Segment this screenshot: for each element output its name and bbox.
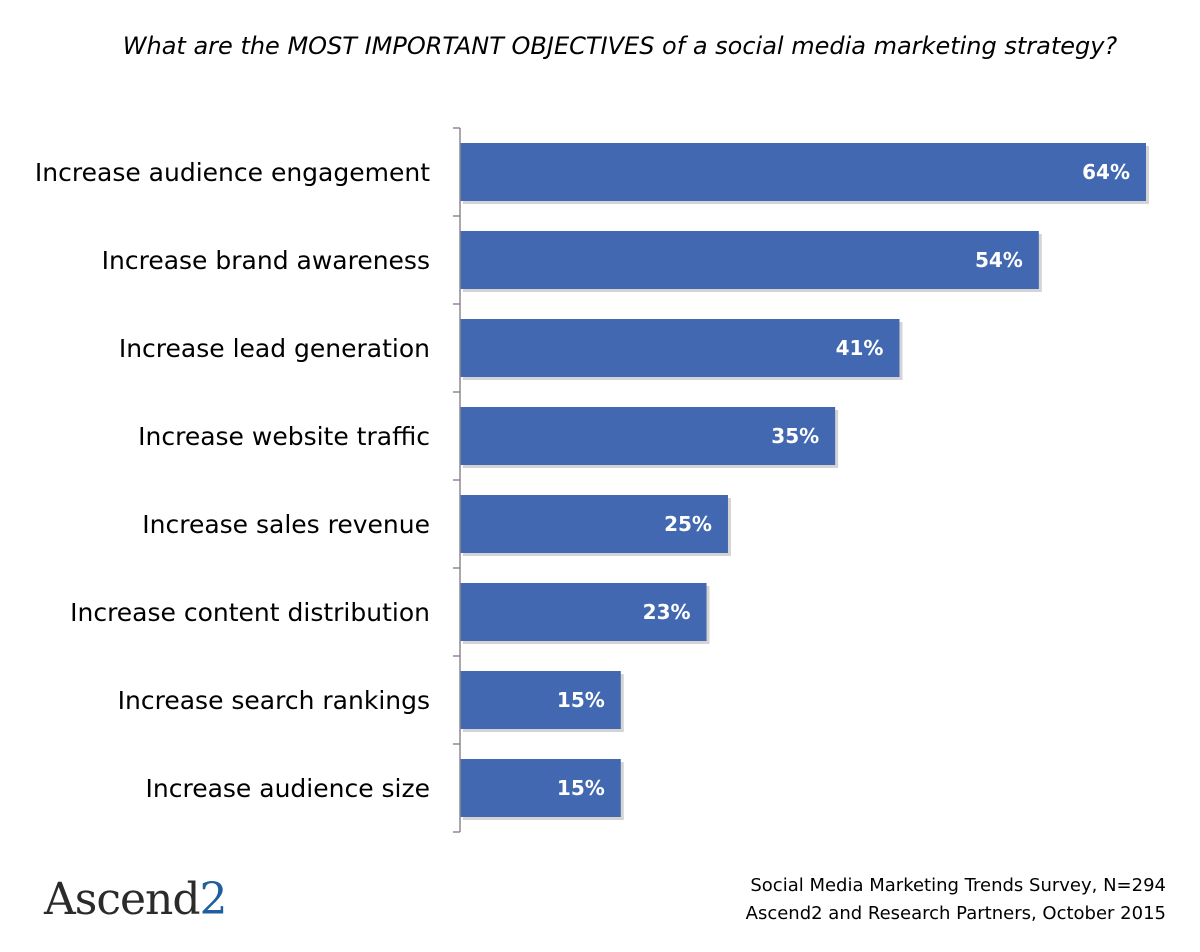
data-label: 64%	[1082, 160, 1130, 184]
data-label: 35%	[771, 424, 819, 448]
data-label: 25%	[664, 512, 712, 536]
bar	[460, 407, 836, 465]
source-line-1: Social Media Marketing Trends Survey, N=…	[750, 875, 1166, 896]
data-label: 41%	[836, 336, 884, 360]
ascend2-logo: Ascend2	[44, 874, 228, 925]
category-label: Increase audience size	[146, 774, 431, 803]
category-axis	[453, 127, 461, 833]
logo-suffix: 2	[199, 874, 228, 925]
bar	[460, 143, 1146, 201]
bar	[460, 495, 728, 553]
source-note: Social Media Marketing Trends Survey, N=…	[746, 872, 1166, 928]
category-label: Increase audience engagement	[35, 158, 430, 187]
bar	[460, 759, 621, 817]
category-label: Increase search rankings	[118, 686, 430, 715]
chart-title: What are the MOST IMPORTANT OBJECTIVES o…	[122, 32, 1118, 60]
data-label: 54%	[975, 248, 1023, 272]
category-label: Increase sales revenue	[142, 510, 430, 539]
category-label: Increase lead generation	[119, 334, 430, 363]
bars-layer	[460, 143, 1149, 820]
category-label: Increase brand awareness	[102, 246, 430, 275]
data-label: 15%	[557, 688, 605, 712]
logo-text: Ascend	[44, 874, 201, 925]
bar	[460, 231, 1039, 289]
data-label: 23%	[643, 600, 691, 624]
category-label: Increase website traffic	[138, 422, 430, 451]
category-label: Increase content distribution	[70, 598, 430, 627]
labels-layer: Increase audience engagement 64% Increase …	[35, 158, 1130, 803]
bar	[460, 671, 621, 729]
data-label: 15%	[557, 776, 605, 800]
bar	[460, 319, 900, 377]
bar	[460, 583, 707, 641]
source-line-2: Ascend2 and Research Partners, October 2…	[745, 903, 1166, 924]
